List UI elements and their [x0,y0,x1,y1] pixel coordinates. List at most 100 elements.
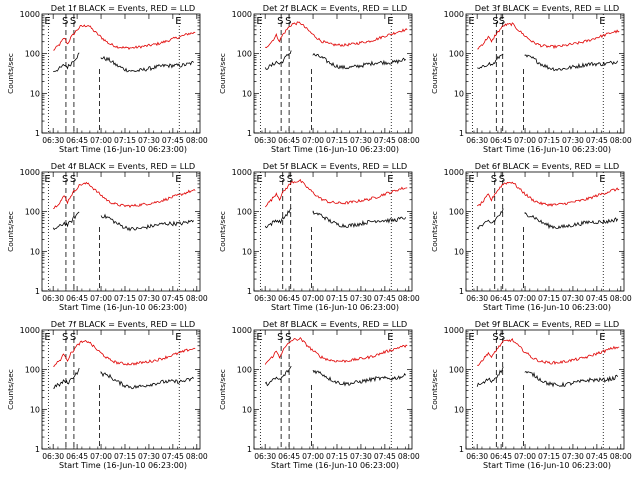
y-tick-label: 1 [35,287,40,296]
y-tick-label: 10 [30,405,40,414]
marker-label-S: S [285,16,291,27]
y-axis-label: Counts/sec [218,53,227,94]
x-tick-label: 07:15 [538,294,560,303]
panel-frame [253,171,413,292]
panel-title: Det 5f BLACK = Events, RED = LLD [263,161,407,171]
y-tick-label: 1 [247,287,252,296]
x-tick-label: 07:15 [326,452,348,461]
panel-title: Det 7f BLACK = Events, RED = LLD [51,319,195,329]
y-axis-label: Counts/sec [218,369,227,410]
y-tick-label: 1 [247,445,252,454]
x-tick-label: 07:00 [90,452,112,461]
x-tick-label: 06:45 [490,452,512,461]
series-line-events [264,50,406,70]
x-tick-label: 07:45 [374,136,396,145]
x-tick-label: 06:30 [466,294,488,303]
series-line-lld [265,21,408,49]
series-line-events [476,366,618,388]
x-tick-label: 06:45 [490,294,512,303]
panel-frame [465,13,625,134]
x-tick-label: 07:30 [562,452,584,461]
marker-label-E: E [387,174,393,185]
x-tick-label: 06:30 [254,136,276,145]
x-tick-label: 07:45 [162,294,184,303]
marker-label-E: E [387,332,393,343]
y-axis-label: Counts/sec [430,211,439,252]
marker-label-E: E [44,174,50,185]
x-tick-label: 06:45 [490,136,512,145]
y-tick-label: 1 [459,445,464,454]
y-tick-label: 1 [459,129,464,138]
y-tick-label: 100 [237,208,252,217]
x-tick-label: 06:30 [42,136,64,145]
x-tick-label: 07:00 [302,136,324,145]
marker-label-E: E [256,174,262,185]
x-axis-label: Start Time (16-Jun-10 06:23:00) [59,145,187,154]
y-tick-label: 1000 [232,10,252,19]
x-tick-label: 08:00 [186,136,208,145]
y-axis-label: Counts/sec [430,369,439,410]
marker-label-S: S [70,174,76,185]
series-line-lld [53,24,196,51]
y-tick-label: 1 [247,129,252,138]
x-tick-label: 07:30 [350,136,372,145]
series-line-lld [264,337,408,365]
y-tick-label: 100 [449,50,464,59]
marker-label-S: S [279,174,285,185]
x-tick-label: 07:30 [350,452,372,461]
series-line-lld [476,181,620,207]
x-tick-label: 07:30 [138,136,160,145]
panel-title: Det 6f BLACK = Events, RED = LLD [475,161,619,171]
panel-frame [41,171,201,292]
x-axis-label: Start Time (16-Jun-10 06:23:00) [483,145,611,154]
x-tick-label: 08:00 [186,294,208,303]
series-line-events [477,53,618,72]
marker-label-S: S [499,174,505,185]
y-tick-label: 10 [242,89,252,98]
panel-frame [41,329,201,450]
y-axis-label: Counts/sec [6,369,15,410]
x-tick-label: 08:00 [186,452,208,461]
x-tick-label: 06:45 [278,136,300,145]
x-tick-label: 06:30 [466,452,488,461]
y-tick-label: 1000 [444,10,464,19]
y-tick-label: 100 [237,50,252,59]
x-tick-label: 06:45 [66,136,88,145]
x-axis-label: Start Time (16-Jun-10 06:23:00) [483,303,611,312]
x-axis-label: Start Time (16-Jun-10 06:23:00) [271,145,399,154]
marker-label-E: E [599,332,605,343]
series-line-events [476,208,618,230]
x-tick-label: 08:00 [398,294,420,303]
x-tick-label: 08:00 [610,452,632,461]
panel-title: Det 9f BLACK = Events, RED = LLD [475,319,619,329]
x-tick-label: 07:30 [138,294,160,303]
marker-label-S: S [287,174,293,185]
x-tick-label: 07:00 [514,452,536,461]
marker-label-E: E [44,332,50,343]
x-tick-label: 07:15 [538,452,560,461]
marker-label-E: E [175,332,181,343]
x-tick-label: 07:00 [302,294,324,303]
marker-label-E: E [387,16,393,27]
y-tick-label: 1000 [20,168,40,177]
x-tick-label: 07:45 [586,452,608,461]
x-tick-label: 07:30 [562,294,584,303]
marker-label-S: S [70,16,76,27]
x-tick-label: 07:00 [514,136,536,145]
y-tick-label: 100 [449,366,464,375]
panel-title: Det 8f BLACK = Events, RED = LLD [263,319,407,329]
marker-label-S: S [62,16,68,27]
series-line-lld [477,22,620,50]
y-tick-label: 1 [35,129,40,138]
x-axis-label: Start Time (16-Jun-10 06:23:00) [59,303,187,312]
x-tick-label: 08:00 [398,452,420,461]
y-tick-label: 10 [454,405,464,414]
y-tick-label: 10 [454,89,464,98]
x-tick-label: 07:15 [326,136,348,145]
x-tick-label: 06:30 [254,294,276,303]
x-axis-label: Start Time (16-Jun-10 06:23:00) [483,461,611,470]
x-axis-label: Start Time (16-Jun-10 06:23:00) [271,303,399,312]
